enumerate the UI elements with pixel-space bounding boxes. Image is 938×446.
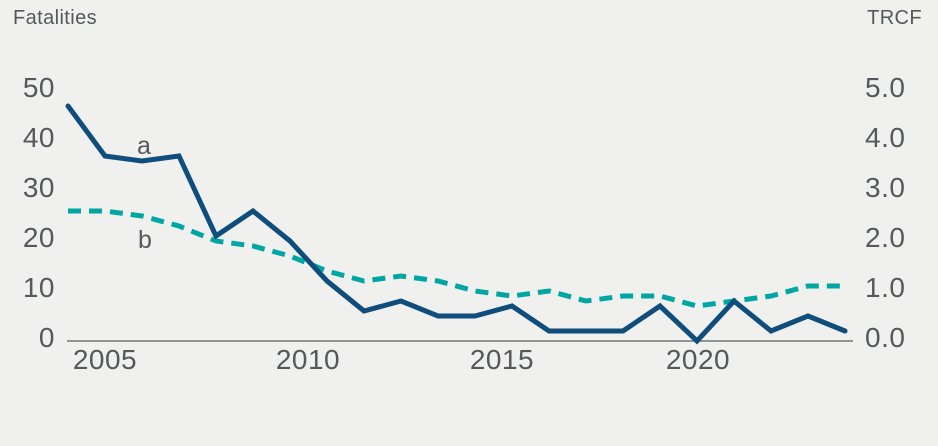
series-b-letter-label: b xyxy=(138,226,152,254)
right-ytick-2.0: 2.0 xyxy=(865,222,906,253)
left-ytick-40: 40 xyxy=(22,122,55,153)
right-ytick-3.0: 3.0 xyxy=(865,172,906,203)
right-axis-title: TRCF xyxy=(867,7,922,29)
series-a-letter-label: a xyxy=(137,132,151,160)
x-tick-2015: 2015 xyxy=(469,344,535,375)
left-axis-title: Fatalities xyxy=(13,7,98,29)
right-ytick-5.0: 5.0 xyxy=(865,72,906,103)
x-tick-2020: 2020 xyxy=(665,344,731,375)
legend: a Fatalities b Total Recordable Case Fre… xyxy=(0,404,938,444)
trcf-line xyxy=(68,208,845,309)
x-tick-2010: 2010 xyxy=(275,344,341,375)
left-ytick-30: 30 xyxy=(22,172,55,203)
right-ytick-1.0: 1.0 xyxy=(865,272,906,303)
fatalities-line xyxy=(65,103,848,345)
left-ytick-50: 50 xyxy=(22,72,55,103)
left-ytick-0: 0 xyxy=(38,322,55,353)
left-ytick-10: 10 xyxy=(22,272,55,303)
right-ytick-4.0: 4.0 xyxy=(865,122,906,153)
x-tick-2005: 2005 xyxy=(72,344,138,375)
right-ytick-0.0: 0.0 xyxy=(865,322,906,353)
left-ytick-20: 20 xyxy=(22,222,55,253)
